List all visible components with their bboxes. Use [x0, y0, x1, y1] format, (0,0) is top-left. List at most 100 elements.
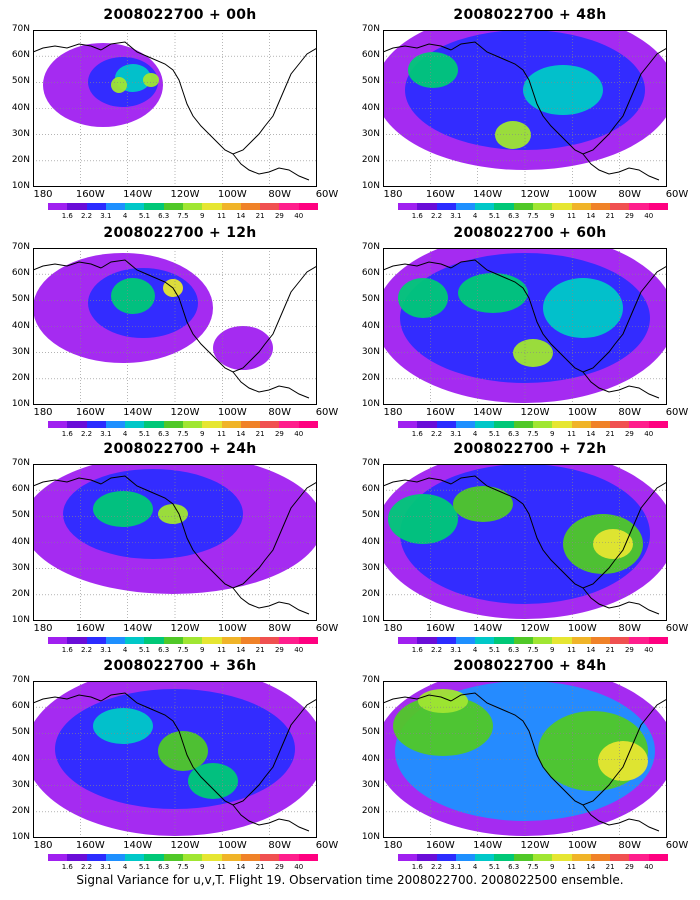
coastline — [450, 692, 667, 806]
colorbar-swatch — [144, 421, 164, 428]
colorbar-swatch — [552, 421, 572, 428]
colorbar-label: 21 — [255, 430, 265, 438]
lon-label: 100W — [567, 623, 597, 634]
lon-label: 160W — [425, 189, 455, 200]
panel-title: 2008022700 + 12h — [103, 225, 257, 241]
colorbar-swatch — [279, 421, 299, 428]
lat-label: 20N — [361, 372, 380, 383]
coastline — [100, 475, 317, 589]
lat-label: 10N — [361, 181, 380, 191]
lat-label: 10N — [11, 615, 30, 625]
colorbar-label: 7.5 — [177, 646, 189, 654]
colorbar-swatch — [48, 203, 68, 210]
lat-label: 50N — [11, 727, 30, 738]
lon-label: 160W — [75, 189, 105, 200]
colorbar-swatch — [494, 637, 514, 644]
colorbar-swatch — [182, 203, 203, 210]
lat-label: 70N — [11, 242, 30, 252]
colorbar-swatch — [221, 637, 241, 644]
colorbar-swatch — [571, 421, 591, 428]
colorbar-swatch — [532, 854, 553, 861]
colorbar — [398, 637, 668, 644]
colorbar-labels: 1.6 2.2 3.1 4 5.1 6.3 7.5 9 11 14 21 29 40 — [48, 430, 318, 439]
lat-label: 30N — [11, 562, 30, 573]
figure-footer: Signal Variance for u,v,T. Flight 19. Ob… — [76, 873, 624, 887]
colorbar-label: 21 — [255, 646, 265, 654]
colorbar-swatch — [163, 854, 183, 861]
panel-title: 2008022700 + 48h — [453, 7, 607, 23]
colorbar-swatch — [48, 421, 68, 428]
map-frame — [383, 30, 667, 187]
colorbar-label: 11 — [567, 212, 577, 220]
colorbar-swatch — [590, 203, 611, 210]
colorbar-swatch — [67, 421, 87, 428]
variance-contour — [458, 273, 528, 313]
colorbar-label: 14 — [236, 646, 246, 654]
coastline — [450, 259, 667, 373]
lat-label: 60N — [361, 50, 380, 61]
colorbar-label: 4 — [472, 863, 478, 871]
colorbar-label: 1.6 — [411, 212, 423, 220]
colorbar-swatch — [221, 203, 241, 210]
map-panel-36h: 2008022700 + 36h 70N 60N 50N 40N 30N 20N 10N 18… — [0, 651, 340, 871]
panel-title: 2008022700 + 60h — [453, 225, 607, 241]
colorbar-label: 7.5 — [527, 646, 539, 654]
colorbar-swatch — [648, 854, 668, 861]
lat-label: 50N — [361, 727, 380, 738]
lat-label: 70N — [11, 24, 30, 34]
lat-label: 50N — [11, 294, 30, 305]
variance-contour — [513, 339, 553, 367]
lat-label: 10N — [361, 832, 380, 842]
lat-label: 20N — [361, 588, 380, 599]
colorbar — [398, 854, 668, 861]
variance-contour — [213, 326, 273, 370]
colorbar-swatch — [417, 203, 437, 210]
lat-label: 10N — [11, 832, 30, 842]
colorbar-swatch — [532, 637, 553, 644]
colorbar-swatch — [105, 203, 126, 210]
lon-label: 100W — [567, 407, 597, 418]
colorbar-label: 11 — [217, 646, 227, 654]
colorbar-swatch — [86, 203, 106, 210]
colorbar-swatch — [571, 203, 591, 210]
colorbar-swatch — [629, 854, 649, 861]
colorbar-swatch — [144, 637, 164, 644]
lon-label: 120W — [170, 189, 200, 200]
colorbar-label: 2.2 — [430, 430, 443, 438]
map-panel-84h: 2008022700 + 84h 70N 60N 50N 40N 30N 20N 10N 18… — [350, 651, 690, 871]
colorbar-label: 1.6 — [61, 212, 73, 220]
lat-label: 50N — [11, 76, 30, 87]
variance-contour — [111, 278, 155, 314]
variance-contour — [523, 65, 603, 115]
colorbar-swatch — [202, 421, 222, 428]
colorbar-label: 11 — [217, 863, 227, 871]
coastline — [582, 587, 660, 615]
lon-label: 120W — [520, 407, 550, 418]
colorbar-label: 9 — [550, 863, 555, 871]
colorbar-swatch — [125, 203, 145, 210]
colorbar-swatch — [590, 854, 611, 861]
colorbar-labels: 1.6 2.2 3.1 4 5.1 6.3 7.5 9 11 14 21 29 40 — [398, 646, 668, 655]
colorbar-swatch — [552, 637, 572, 644]
colorbar-swatch — [67, 854, 87, 861]
variance-contour — [543, 278, 623, 338]
colorbar-swatch — [513, 421, 533, 428]
lon-label: 60W — [665, 623, 689, 634]
lon-label: 80W — [268, 623, 291, 634]
variance-map — [33, 248, 317, 405]
lon-label: 100W — [567, 189, 597, 200]
colorbar-swatch — [182, 421, 203, 428]
colorbar-label: 6.3 — [158, 212, 170, 220]
lon-label: 80W — [618, 840, 641, 851]
colorbar-label: 2.2 — [80, 863, 93, 871]
colorbar-label: 2.2 — [430, 863, 443, 871]
lat-label: 50N — [11, 510, 30, 521]
lon-label: 80W — [268, 189, 291, 200]
lat-label: 40N — [361, 102, 380, 113]
colorbar-label: 1.6 — [411, 646, 423, 654]
colorbar-swatch — [648, 421, 668, 428]
variance-contour — [93, 708, 153, 744]
lat-label: 40N — [11, 753, 30, 764]
lon-label: 180 — [33, 189, 53, 200]
variance-contour — [393, 696, 493, 756]
